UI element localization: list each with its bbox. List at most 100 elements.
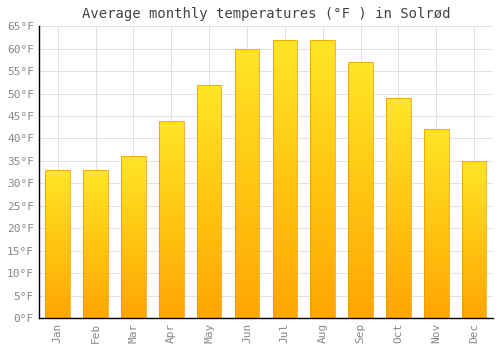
Bar [310,184,335,190]
Bar [462,277,486,280]
Bar [84,250,108,253]
Bar [197,211,222,215]
Bar [197,229,222,234]
Bar [348,267,373,272]
Bar [234,189,260,194]
Bar [159,251,184,255]
Bar [348,180,373,185]
Bar [197,187,222,192]
Bar [424,269,448,273]
Bar [159,120,184,125]
Bar [197,164,222,169]
Bar [462,208,486,211]
Bar [462,161,486,318]
Bar [234,210,260,216]
Bar [234,291,260,296]
Bar [197,192,222,197]
Bar [348,292,373,298]
Bar [348,236,373,241]
Bar [234,232,260,237]
Bar [234,275,260,280]
Bar [84,238,108,241]
Bar [310,268,335,273]
Bar [46,244,70,247]
Bar [272,240,297,246]
Bar [46,303,70,306]
Bar [234,167,260,173]
Bar [310,40,335,45]
Bar [462,233,486,236]
Bar [121,270,146,273]
Bar [310,84,335,90]
Bar [159,180,184,184]
Bar [348,134,373,139]
Bar [159,172,184,176]
Bar [386,182,410,186]
Bar [462,265,486,268]
Bar [310,168,335,173]
Bar [348,298,373,303]
Bar [424,209,448,212]
Bar [234,119,260,124]
Bar [159,294,184,298]
Bar [424,258,448,261]
Bar [46,262,70,265]
Bar [462,186,486,189]
Bar [84,303,108,306]
Bar [310,79,335,84]
Bar [310,273,335,279]
Bar [348,262,373,267]
Bar [234,65,260,70]
Bar [121,244,146,247]
Bar [272,285,297,290]
Bar [386,155,410,160]
Bar [348,149,373,154]
Bar [46,199,70,202]
Bar [121,273,146,276]
Bar [272,84,297,90]
Bar [348,67,373,72]
Bar [234,280,260,286]
Bar [310,246,335,251]
Bar [310,196,335,201]
Bar [424,190,448,194]
Bar [348,124,373,129]
Bar [386,190,410,195]
Bar [424,197,448,201]
Bar [386,177,410,182]
Bar [310,106,335,112]
Bar [197,173,222,178]
Bar [84,291,108,294]
Bar [272,40,297,45]
Bar [46,229,70,232]
Bar [272,262,297,268]
Bar [462,192,486,195]
Bar [348,118,373,124]
Bar [234,146,260,151]
Bar [272,173,297,179]
Bar [46,259,70,262]
Bar [84,241,108,244]
Bar [234,296,260,302]
Bar [386,265,410,270]
Bar [348,164,373,170]
Bar [234,49,260,54]
Bar [462,224,486,227]
Bar [159,164,184,168]
Bar [234,178,260,183]
Bar [159,168,184,172]
Bar [424,148,448,152]
Bar [46,241,70,244]
Bar [424,239,448,243]
Bar [197,122,222,127]
Bar [46,268,70,271]
Bar [159,191,184,196]
Bar [121,295,146,299]
Bar [197,201,222,206]
Bar [159,255,184,259]
Bar [386,142,410,146]
Bar [386,129,410,133]
Bar [310,190,335,196]
Bar [348,93,373,98]
Bar [462,205,486,208]
